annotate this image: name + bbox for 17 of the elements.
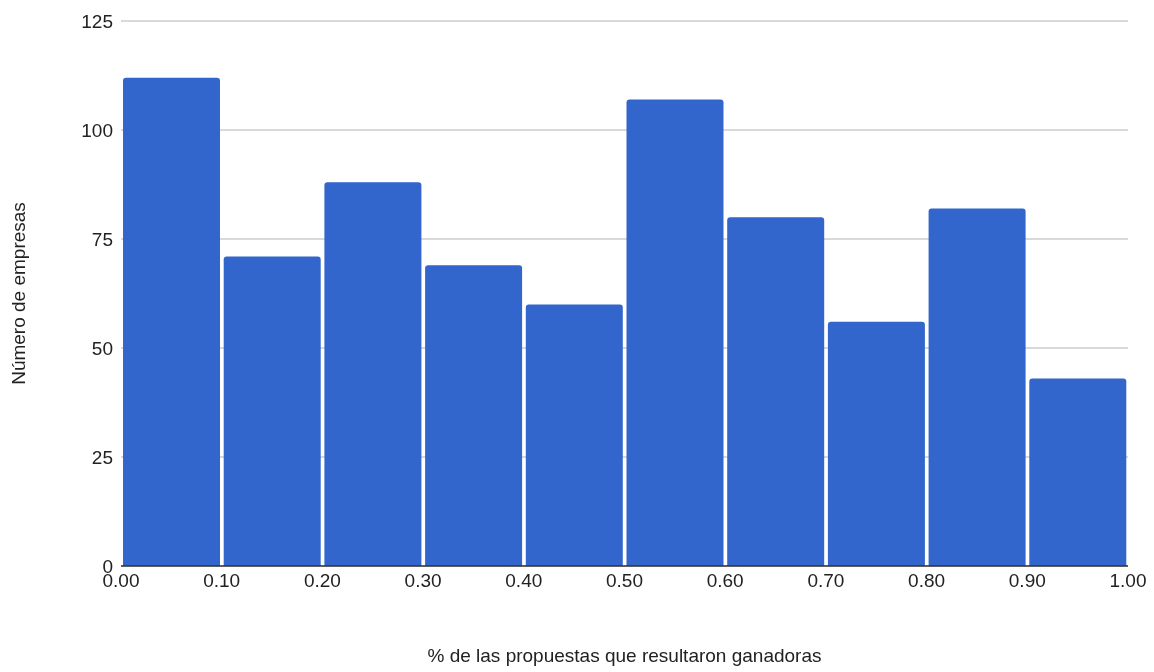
y-tick-label: 25	[91, 446, 113, 468]
y-tick-label: 100	[81, 119, 113, 141]
x-tick-label: 0.80	[908, 570, 946, 592]
x-tick-label: 0.70	[807, 570, 845, 592]
x-tick-label: 0.30	[404, 570, 442, 592]
y-tick-label: 75	[91, 228, 113, 250]
x-tick-label: 0.10	[203, 570, 241, 592]
x-tick-label: 0.90	[1008, 570, 1046, 592]
y-tick-label: 125	[81, 10, 113, 32]
x-tick-label: 0.50	[606, 570, 643, 592]
x-tick-label: 1.00	[1109, 570, 1147, 592]
x-tick-label: 0.60	[706, 570, 744, 592]
x-axis-title: % de las propuestas que resultaron ganadoras	[427, 645, 822, 666]
x-tick-label: 0.20	[303, 570, 341, 592]
y-axis-title: Número de empresas	[7, 202, 29, 385]
x-tick-label: 0.40	[505, 570, 543, 592]
y-tick-label: 50	[91, 337, 113, 359]
